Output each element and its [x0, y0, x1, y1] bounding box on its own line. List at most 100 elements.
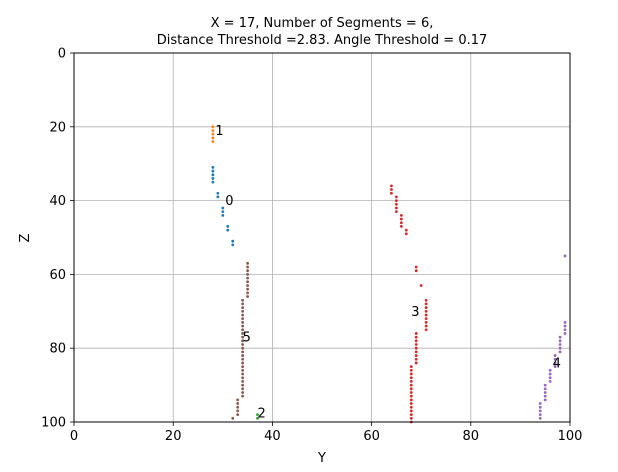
- data-point: [409, 368, 413, 372]
- data-point: [241, 372, 245, 376]
- data-point: [399, 221, 403, 225]
- data-point: [424, 328, 428, 332]
- data-point: [241, 343, 245, 346]
- data-point: [241, 368, 245, 372]
- data-point: [538, 405, 542, 409]
- data-point: [543, 387, 547, 391]
- data-point: [241, 302, 245, 306]
- data-point: [409, 380, 413, 383]
- data-point: [246, 280, 250, 284]
- segment-5-points: [231, 261, 250, 420]
- data-point: [424, 317, 428, 321]
- y-tick-label: 100: [41, 416, 66, 431]
- axes-frame: [73, 52, 571, 423]
- data-point: [414, 354, 418, 357]
- data-point: [211, 169, 215, 173]
- data-point: [404, 228, 408, 232]
- data-point: [211, 165, 215, 169]
- data-point: [558, 335, 562, 339]
- data-point: [563, 332, 567, 335]
- data-point: [211, 136, 215, 140]
- data-point: [221, 210, 225, 214]
- data-point: [236, 409, 240, 413]
- data-point: [409, 413, 413, 417]
- data-point: [399, 225, 403, 228]
- data-point: [548, 372, 552, 376]
- data-point: [236, 405, 240, 409]
- data-point: [246, 287, 250, 291]
- segment-4-points: [538, 254, 567, 420]
- data-point: [226, 225, 230, 228]
- data-points: [211, 125, 567, 424]
- data-point: [241, 317, 245, 321]
- data-point: [543, 383, 547, 387]
- data-point: [409, 416, 413, 420]
- data-point: [241, 361, 245, 365]
- data-point: [246, 295, 250, 298]
- data-point: [221, 206, 225, 210]
- y-tick-label: 80: [49, 342, 66, 357]
- data-point: [211, 177, 215, 180]
- data-point: [558, 339, 562, 343]
- data-point: [409, 394, 413, 398]
- segment-1-points: [211, 125, 215, 143]
- data-point: [246, 291, 250, 295]
- data-point: [399, 217, 403, 221]
- x-tick-label: 20: [165, 429, 182, 444]
- data-point: [424, 298, 428, 302]
- segment-labels: 0 1 2 3 4 5: [215, 124, 561, 421]
- segment-label: 1: [215, 124, 223, 139]
- data-point: [211, 129, 215, 132]
- data-point: [419, 284, 423, 287]
- data-point: [246, 273, 250, 276]
- data-point: [241, 313, 245, 317]
- data-point: [241, 298, 245, 302]
- data-point: [241, 383, 245, 387]
- data-point: [231, 243, 235, 247]
- data-point: [414, 357, 418, 361]
- data-point: [221, 213, 225, 217]
- data-point: [409, 409, 413, 413]
- data-point: [241, 309, 245, 313]
- data-point: [390, 188, 393, 191]
- data-point: [246, 261, 250, 265]
- data-point: [414, 350, 418, 354]
- data-point: [395, 199, 398, 203]
- data-point: [409, 365, 413, 369]
- data-point: [211, 132, 215, 136]
- data-point: [390, 191, 393, 195]
- y-axis-label: Z: [18, 233, 33, 242]
- data-point: [216, 191, 220, 195]
- data-point: [409, 402, 413, 405]
- segment-3-points: [390, 184, 428, 424]
- x-tick-label: 100: [558, 429, 583, 444]
- data-point: [211, 125, 215, 129]
- data-point: [414, 361, 418, 365]
- data-point: [246, 269, 250, 273]
- data-point: [548, 380, 552, 383]
- data-point: [424, 306, 428, 310]
- data-point: [563, 324, 567, 328]
- data-point: [241, 391, 245, 394]
- y-tick-label: 40: [49, 194, 66, 209]
- y-tick-label: 0: [58, 47, 66, 62]
- data-point: [558, 350, 562, 354]
- data-point: [241, 324, 245, 328]
- data-point: [558, 343, 562, 346]
- data-point: [246, 265, 250, 269]
- segment-label: 4: [553, 356, 561, 371]
- x-tick-label: 60: [363, 429, 380, 444]
- data-point: [548, 376, 552, 380]
- data-point: [548, 368, 552, 372]
- data-point: [414, 265, 418, 269]
- data-point: [553, 357, 557, 361]
- x-axis-label: Y: [317, 451, 326, 466]
- data-point: [558, 346, 562, 350]
- data-point: [424, 320, 428, 324]
- chart-title-line1: X = 17, Number of Segments = 6,: [211, 16, 434, 31]
- data-point: [246, 284, 250, 287]
